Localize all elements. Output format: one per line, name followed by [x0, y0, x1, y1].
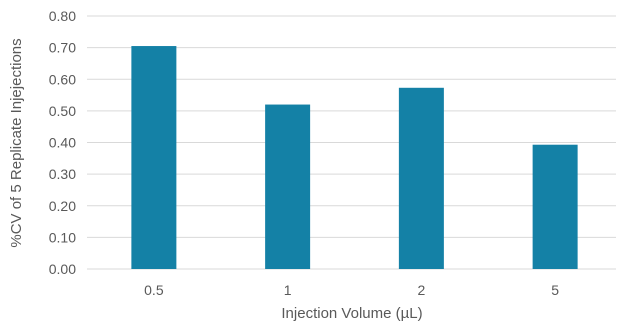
- y-tick-label: 0.70: [49, 40, 76, 56]
- bar-2: [398, 87, 444, 269]
- bar-1: [265, 104, 311, 269]
- bars: [131, 46, 578, 270]
- x-axis-title: Injection Volume (µL): [281, 305, 422, 322]
- x-tick-label: 1: [284, 282, 292, 298]
- y-tick-label: 0.80: [49, 8, 76, 24]
- y-tick-label: 0.20: [49, 198, 76, 214]
- y-tick-label: 0.50: [49, 103, 76, 119]
- bar-0.5: [131, 46, 177, 270]
- y-tick-label: 0.40: [49, 135, 76, 151]
- bar-5: [532, 144, 578, 269]
- y-axis-title: %CV of 5 Replicate Injejections: [8, 38, 25, 247]
- y-tick-label: 0.60: [49, 71, 76, 87]
- y-tick-label: 0.00: [49, 261, 76, 277]
- x-tick-label: 5: [551, 282, 559, 298]
- x-tick-label: 0.5: [144, 282, 164, 298]
- y-tick-label: 0.30: [49, 166, 76, 182]
- y-axis-ticks: 0.00 0.10 0.20 0.30 0.40 0.50 0.60 0.70 0.80: [49, 8, 76, 277]
- y-tick-label: 0.10: [49, 229, 76, 245]
- x-tick-label: 2: [417, 282, 425, 298]
- x-axis-ticks: 0.5 1 2 5: [144, 282, 559, 298]
